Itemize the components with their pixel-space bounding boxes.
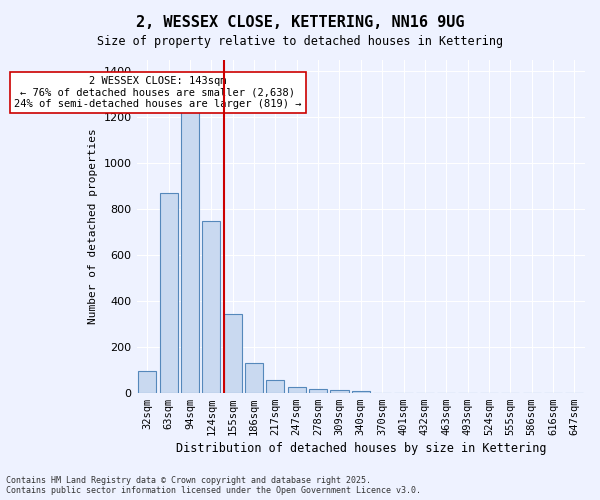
Bar: [331, 390, 349, 392]
Bar: [266, 380, 284, 392]
Text: 2 WESSEX CLOSE: 143sqm
← 76% of detached houses are smaller (2,638)
24% of semi-: 2 WESSEX CLOSE: 143sqm ← 76% of detached…: [14, 76, 302, 110]
Text: Size of property relative to detached houses in Kettering: Size of property relative to detached ho…: [97, 35, 503, 48]
Bar: [287, 387, 306, 392]
Bar: [245, 363, 263, 392]
Bar: [224, 314, 242, 392]
Bar: [352, 391, 370, 392]
Text: 2, WESSEX CLOSE, KETTERING, NN16 9UG: 2, WESSEX CLOSE, KETTERING, NN16 9UG: [136, 15, 464, 30]
Bar: [202, 220, 220, 392]
Bar: [138, 371, 157, 392]
Bar: [309, 388, 327, 392]
X-axis label: Distribution of detached houses by size in Kettering: Distribution of detached houses by size …: [176, 442, 546, 455]
Y-axis label: Number of detached properties: Number of detached properties: [88, 128, 98, 324]
Bar: [160, 193, 178, 392]
Bar: [181, 96, 199, 393]
Text: Contains HM Land Registry data © Crown copyright and database right 2025.
Contai: Contains HM Land Registry data © Crown c…: [6, 476, 421, 495]
